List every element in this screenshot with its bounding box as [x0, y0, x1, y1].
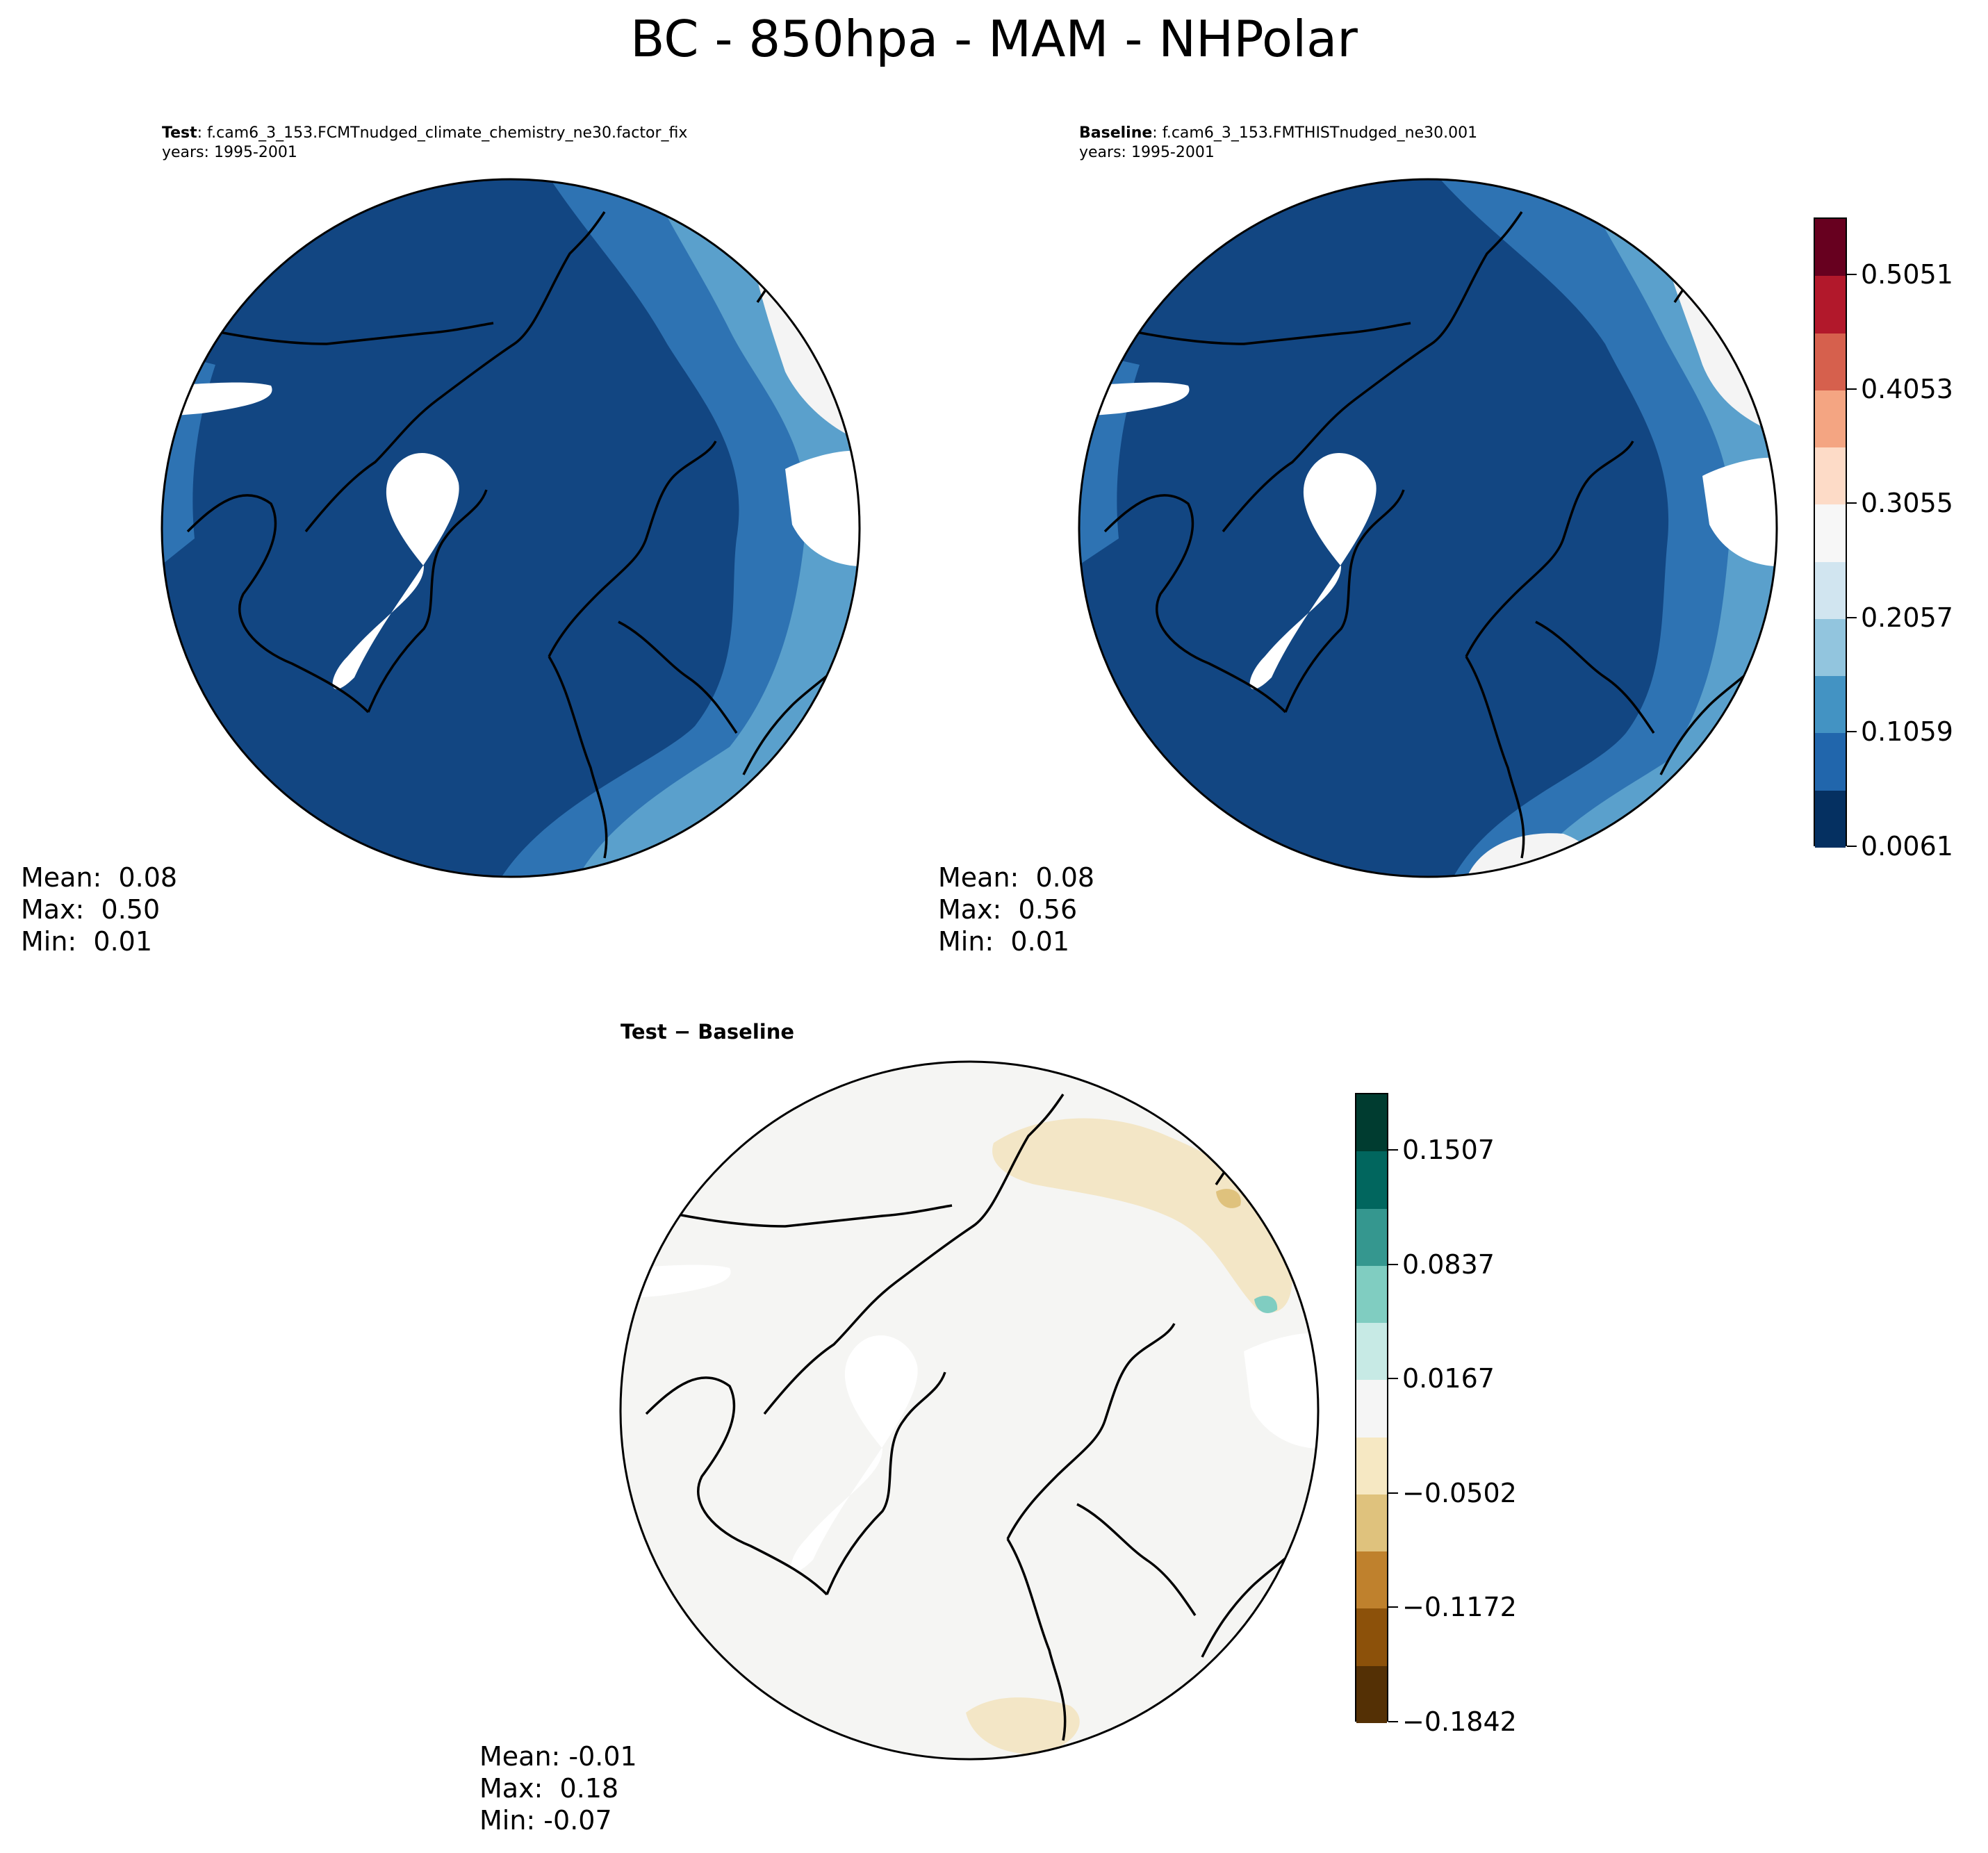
baseline-map-border [1078, 178, 1778, 878]
diff-colorbar-tick [1388, 1263, 1398, 1265]
main-colorbar-segment [1815, 447, 1846, 505]
diff-colorbar-segment [1356, 1265, 1387, 1324]
test-field-red [810, 261, 860, 330]
test-min: Min: 0.01 [21, 926, 152, 957]
main-colorbar-tick [1847, 731, 1857, 733]
baseline-polar-map [1078, 178, 1778, 878]
diff-min: Min: -0.07 [479, 1805, 612, 1836]
test-panel-header: Test: f.cam6_3_153.FCMTnudged_climate_ch… [162, 124, 687, 163]
main-colorbar-segment [1815, 790, 1846, 848]
baseline-max: Max: 0.56 [938, 894, 1078, 925]
diff-colorbar-tick-label: 0.0167 [1402, 1363, 1495, 1394]
diff-stats: Mean: -0.01 Max: 0.18 Min: -0.07 [479, 1740, 637, 1836]
baseline-greenland [1249, 452, 1377, 689]
diff-colorbar-tick-label: −0.1172 [1402, 1592, 1517, 1623]
test-header-label: Test [162, 124, 197, 142]
main-colorbar-tick [1847, 846, 1857, 847]
diff-colorbar-tick-label: −0.0502 [1402, 1477, 1517, 1508]
diff-colorbar-tick [1388, 1606, 1398, 1608]
main-colorbar-tick [1847, 274, 1857, 276]
main-colorbar-segment [1815, 219, 1846, 277]
main-colorbar-tick [1847, 388, 1857, 390]
test-stats: Mean: 0.08 Max: 0.50 Min: 0.01 [21, 862, 177, 957]
baseline-stats: Mean: 0.08 Max: 0.56 Min: 0.01 [938, 862, 1094, 957]
test-missing-data [785, 450, 860, 566]
diff-colorbar-tick [1388, 1721, 1398, 1722]
diff-missing-data [1244, 1333, 1318, 1449]
diff-colorbar-tick-label: −0.1842 [1402, 1706, 1517, 1737]
main-colorbar-segment [1815, 733, 1846, 791]
diff-panel-header: Test − Baseline [621, 1020, 795, 1044]
test-map-border [161, 178, 861, 878]
diff-greenland [791, 1335, 918, 1572]
baseline-field-red [1720, 247, 1777, 323]
baseline-missing-data [1702, 457, 1777, 566]
diff-max: Max: 0.18 [479, 1773, 619, 1804]
main-colorbar-segment [1815, 618, 1846, 677]
diff-colorbar-tick-label: 0.1507 [1402, 1135, 1495, 1166]
diff-mean: Mean: -0.01 [479, 1741, 637, 1772]
diff-colorbar-segment [1356, 1551, 1387, 1609]
diff-colorbar-tick [1388, 1149, 1398, 1151]
main-colorbar-tick-label: 0.4053 [1861, 373, 1953, 404]
main-colorbar-tick-label: 0.1059 [1861, 716, 1953, 748]
test-polar-map [161, 178, 861, 878]
main-colorbar-segment [1815, 561, 1846, 620]
diff-colorbar-segment [1356, 1437, 1387, 1495]
main-colorbar-segment [1815, 333, 1846, 391]
main-colorbar-tick-label: 0.3055 [1861, 488, 1953, 519]
test-coastlines [186, 197, 842, 859]
diff-polar-map [619, 1060, 1320, 1761]
main-colorbar-tick-label: 0.0061 [1861, 831, 1953, 862]
diff-field-tan-patch [1216, 1189, 1241, 1208]
diff-colorbar-segment [1356, 1323, 1387, 1381]
diff-colorbar-segment [1356, 1380, 1387, 1438]
diff-field-tan-north [992, 1118, 1292, 1312]
test-header-years: years: 1995-2001 [162, 144, 297, 161]
diff-colorbar-segment [1356, 1094, 1387, 1152]
figure-title: BC - 850hpa - MAM - NHPolar [630, 10, 1358, 68]
main-colorbar-segment [1815, 276, 1846, 334]
test-mean: Mean: 0.08 [21, 862, 178, 893]
diff-colorbar-segment [1356, 1608, 1387, 1667]
test-max: Max: 0.50 [21, 894, 161, 925]
baseline-header-label: Baseline [1079, 124, 1153, 142]
diff-colorbar-segment [1356, 1151, 1387, 1210]
baseline-header-years: years: 1995-2001 [1079, 144, 1215, 161]
main-colorbar [1814, 217, 1847, 848]
baseline-panel-header: Baseline: f.cam6_3_153.FMTHISTnudged_ne3… [1079, 124, 1477, 163]
main-colorbar-segment [1815, 504, 1846, 563]
main-colorbar-tick [1847, 616, 1857, 618]
main-colorbar-tick-label: 0.5051 [1861, 259, 1953, 290]
diff-field-tan-south [966, 1697, 1080, 1754]
diff-field-teal-spot [1254, 1296, 1278, 1313]
diff-colorbar-tick-label: 0.0837 [1402, 1249, 1495, 1280]
diff-map-border [619, 1060, 1320, 1761]
diff-colorbar [1355, 1093, 1388, 1724]
main-colorbar-segment [1815, 676, 1846, 734]
main-colorbar-segment [1815, 390, 1846, 448]
diff-colorbar-segment [1356, 1208, 1387, 1267]
diff-colorbar-tick [1388, 1492, 1398, 1494]
baseline-min: Min: 0.01 [938, 926, 1069, 957]
test-header-case: : f.cam6_3_153.FCMTnudged_climate_chemis… [197, 124, 688, 142]
test-greenland [332, 452, 459, 689]
baseline-header-case: : f.cam6_3_153.FMTHISTnudged_ne30.001 [1152, 124, 1478, 142]
diff-colorbar-segment [1356, 1494, 1387, 1552]
main-colorbar-tick-label: 0.2057 [1861, 602, 1953, 633]
diff-colorbar-segment [1356, 1665, 1387, 1724]
main-colorbar-tick [1847, 502, 1857, 504]
diff-colorbar-tick [1388, 1378, 1398, 1380]
baseline-mean: Mean: 0.08 [938, 862, 1095, 893]
